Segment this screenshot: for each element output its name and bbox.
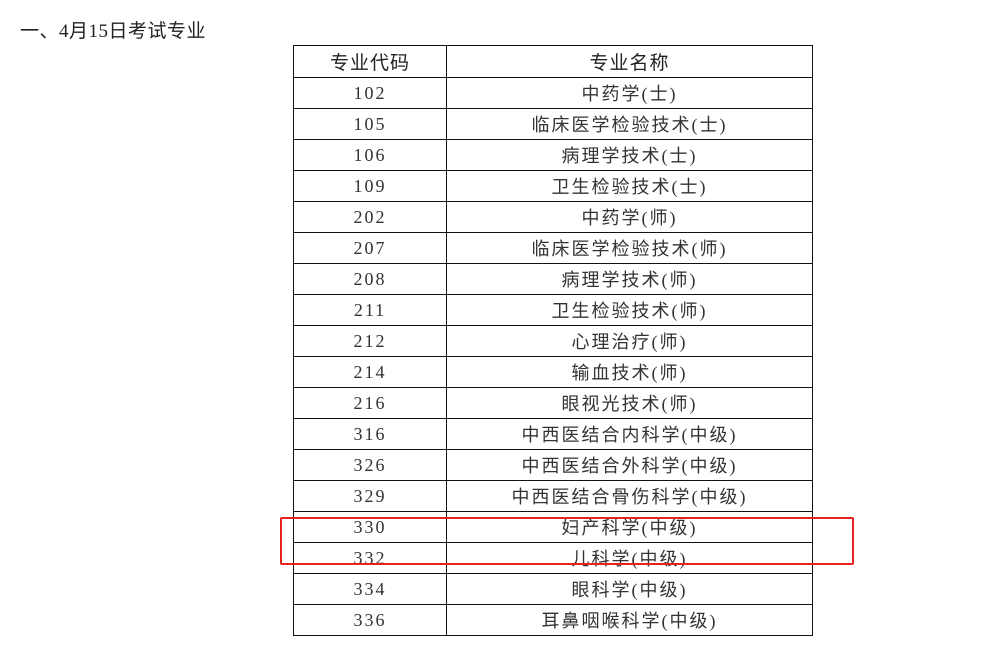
table-row: 105 临床医学检验技术(士): [293, 108, 813, 140]
specialty-name: 病理学技术(士): [446, 139, 813, 171]
table-row: 316 中西医结合内科学(中级): [293, 418, 813, 450]
specialty-code: 214: [293, 356, 447, 388]
specialty-name: 眼视光技术(师): [446, 387, 813, 419]
specialty-name: 中药学(士): [446, 77, 813, 109]
table-row: 106 病理学技术(士): [293, 139, 813, 171]
header-name: 专业名称: [446, 45, 813, 78]
table-row: 329 中西医结合骨伤科学(中级): [293, 480, 813, 512]
specialty-code: 216: [293, 387, 447, 419]
specialty-code: 326: [293, 449, 447, 481]
table-row: 214 输血技术(师): [293, 356, 813, 388]
table-row: 207 临床医学检验技术(师): [293, 232, 813, 264]
specialty-name: 输血技术(师): [446, 356, 813, 388]
table-row: 208 病理学技术(师): [293, 263, 813, 295]
table-row: 334 眼科学(中级): [293, 573, 813, 605]
specialty-name: 临床医学检验技术(士): [446, 108, 813, 140]
table-row: 336 耳鼻咽喉科学(中级): [293, 604, 813, 636]
table-row: 216 眼视光技术(师): [293, 387, 813, 419]
specialty-name: 病理学技术(师): [446, 263, 813, 295]
specialty-code: 330: [293, 511, 447, 543]
specialty-name: 中西医结合内科学(中级): [446, 418, 813, 450]
specialty-code: 334: [293, 573, 447, 605]
table-header-row: 专业代码 专业名称: [293, 45, 813, 78]
specialty-name: 中西医结合外科学(中级): [446, 449, 813, 481]
specialty-name: 耳鼻咽喉科学(中级): [446, 604, 813, 636]
table-row: 326 中西医结合外科学(中级): [293, 449, 813, 481]
specialty-name: 中西医结合骨伤科学(中级): [446, 480, 813, 512]
specialty-code: 329: [293, 480, 447, 512]
specialty-code: 332: [293, 542, 447, 574]
specialty-code: 105: [293, 108, 447, 140]
specialty-code: 106: [293, 139, 447, 171]
section-heading: 一、4月15日考试专业: [20, 21, 207, 42]
specialty-code: 208: [293, 263, 447, 295]
specialty-code: 202: [293, 201, 447, 233]
specialty-code: 316: [293, 418, 447, 450]
exam-specialty-table: 专业代码 专业名称 102 中药学(士) 105 临床医学检验技术(士) 106 病理学技…: [293, 45, 813, 636]
specialty-name: 临床医学检验技术(师): [446, 232, 813, 264]
table-row: 102 中药学(士): [293, 77, 813, 109]
specialty-name: 卫生检验技术(士): [446, 170, 813, 202]
table-row: 332 儿科学(中级): [293, 542, 813, 574]
table-row: 330 妇产科学(中级): [293, 511, 813, 543]
table-row: 211 卫生检验技术(师): [293, 294, 813, 326]
specialty-name: 中药学(师): [446, 201, 813, 233]
header-code: 专业代码: [293, 45, 447, 78]
table-row: 109 卫生检验技术(士): [293, 170, 813, 202]
specialty-name: 心理治疗(师): [446, 325, 813, 357]
specialty-code: 102: [293, 77, 447, 109]
specialty-name: 卫生检验技术(师): [446, 294, 813, 326]
specialty-code: 109: [293, 170, 447, 202]
table-row: 212 心理治疗(师): [293, 325, 813, 357]
specialty-name: 儿科学(中级): [446, 542, 813, 574]
specialty-name: 妇产科学(中级): [446, 511, 813, 543]
specialty-code: 212: [293, 325, 447, 357]
specialty-code: 207: [293, 232, 447, 264]
specialty-code: 211: [293, 294, 447, 326]
table-row: 202 中药学(师): [293, 201, 813, 233]
specialty-name: 眼科学(中级): [446, 573, 813, 605]
specialty-code: 336: [293, 604, 447, 636]
